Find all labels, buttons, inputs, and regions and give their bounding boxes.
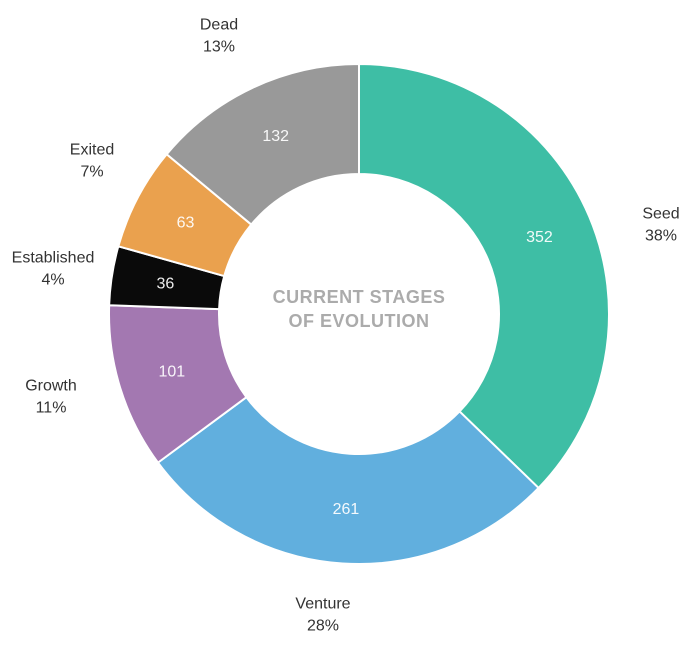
segment-percent-label-dead: 13% — [203, 39, 235, 56]
segment-value-label-seed: 352 — [526, 229, 553, 246]
donut-segment-dead — [165, 63, 360, 226]
segment-value-label-growth: 101 — [158, 364, 185, 381]
segment-percent-label-established: 4% — [41, 272, 64, 289]
segment-name-label-seed: Seed — [642, 206, 679, 223]
segment-percent-label-exited: 7% — [80, 164, 103, 181]
donut-segment-venture — [156, 396, 540, 565]
segment-name-label-venture: Venture — [295, 596, 350, 613]
segment-name-label-growth: Growth — [25, 378, 77, 395]
center-title: CURRENT STAGES OF EVOLUTION — [273, 287, 446, 331]
donut-segment-seed — [358, 63, 610, 489]
segment-name-label-established: Established — [12, 250, 95, 267]
segment-value-label-venture: 261 — [333, 501, 360, 518]
segment-name-label-exited: Exited — [70, 142, 114, 159]
segment-percent-label-venture: 28% — [307, 618, 339, 635]
segment-name-label-dead: Dead — [200, 17, 238, 34]
center-title-line-2: OF EVOLUTION — [289, 311, 430, 331]
segment-value-label-established: 36 — [156, 275, 174, 292]
center-title-line-1: CURRENT STAGES — [273, 287, 446, 307]
segment-percent-label-seed: 38% — [645, 228, 677, 245]
segment-value-label-dead: 132 — [262, 128, 289, 145]
segment-outer-labels: Seed 38% Venture 28% Growth 11% Established 4% E… — [12, 17, 680, 635]
segment-value-label-exited: 63 — [177, 214, 195, 231]
donut-segments — [108, 63, 610, 565]
segment-percent-label-growth: 11% — [36, 400, 67, 417]
segment-value-labels: 352 261 101 36 63 132 — [156, 128, 552, 518]
